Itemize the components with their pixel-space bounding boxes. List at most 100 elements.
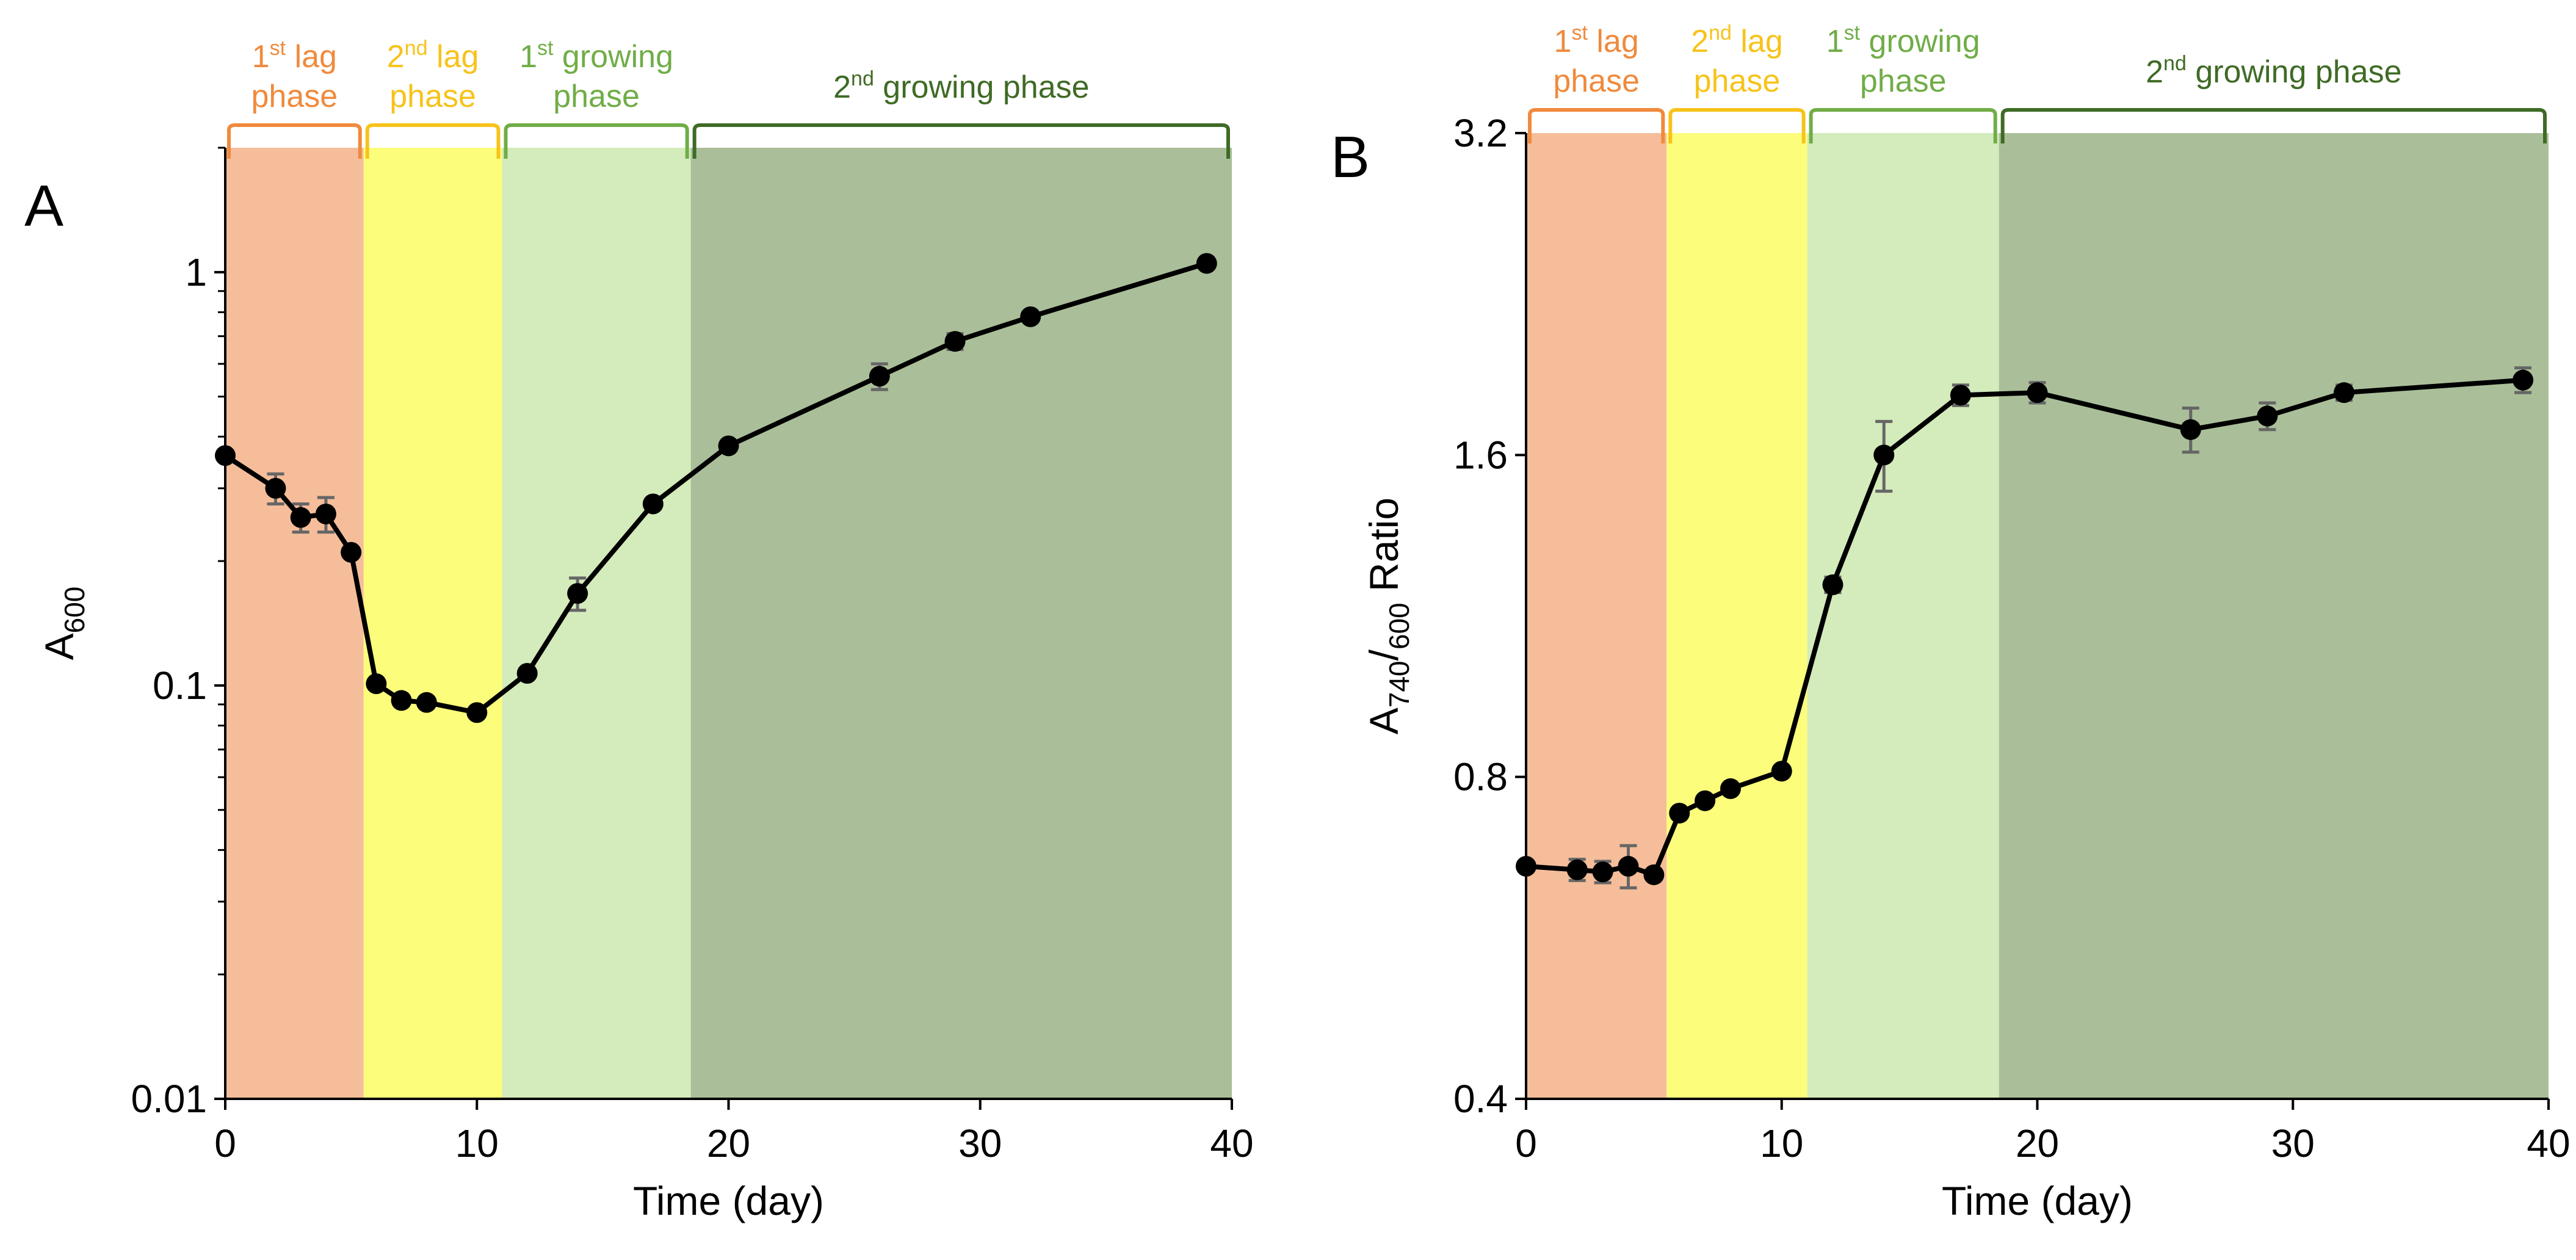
data-point: [215, 445, 236, 466]
x-tick-label: 20: [707, 1121, 750, 1165]
y-label-slash: /: [1361, 649, 1406, 661]
phase-label-sup: nd: [1709, 21, 1732, 45]
data-point: [1695, 790, 1716, 811]
phase-label-num: 2: [833, 70, 851, 105]
data-point: [2180, 419, 2201, 440]
data-point: [366, 673, 387, 694]
phase-label-text: growing: [553, 39, 673, 74]
data-point: [944, 331, 966, 352]
data-point: [642, 493, 664, 515]
data-point: [1566, 859, 1588, 880]
x-tick-label: 0: [1515, 1121, 1537, 1165]
y-label-tail: Ratio: [1361, 498, 1406, 603]
y-tick-label: 0.01: [131, 1077, 207, 1121]
data-point: [466, 702, 488, 723]
phase-label-text: lag: [1732, 24, 1783, 59]
x-tick-label: 30: [2271, 1121, 2315, 1165]
x-tick-label: 40: [2527, 1121, 2570, 1165]
phase-band: [363, 148, 502, 1099]
data-point: [2334, 382, 2354, 404]
phase-label: 1st lag: [1554, 21, 1639, 59]
phase-label-num: 2: [1691, 24, 1709, 59]
x-tick-label: 10: [455, 1121, 499, 1165]
data-point: [567, 583, 588, 604]
phase-bracket: [504, 123, 689, 159]
data-point: [290, 507, 311, 528]
data-point: [1592, 861, 1613, 883]
phase-label-num: 1: [252, 39, 270, 74]
phase-bracket: [1668, 108, 1806, 143]
phase-bracket: [1809, 108, 1997, 143]
phase-label: 2nd growing phase: [2146, 52, 2401, 90]
x-tick-label: 0: [214, 1121, 236, 1165]
data-point: [1516, 856, 1536, 877]
y-axis-label: A740/600 Ratio: [1361, 498, 1415, 734]
phase-label-sup: st: [1844, 21, 1861, 45]
phase-band: [1526, 133, 1667, 1099]
data-point: [718, 435, 739, 457]
data-point: [265, 477, 286, 499]
data-point: [1196, 253, 1217, 274]
y-tick-label: 1.6: [1453, 433, 1508, 477]
phase-bracket: [692, 123, 1230, 159]
phase-bracket: [227, 123, 362, 159]
phase-label-line2: phase: [389, 79, 476, 114]
phase-band: [225, 148, 364, 1099]
phase-label-sup: st: [1571, 21, 1588, 45]
data-point: [516, 663, 538, 684]
data-point: [391, 690, 412, 711]
y-tick-label: 0.1: [153, 664, 207, 708]
data-point: [2027, 382, 2048, 404]
y-label-base: A: [1361, 708, 1406, 734]
phase-label: 1st growing: [519, 37, 673, 74]
data-point: [2513, 369, 2534, 391]
phase-label: 1st growing: [1826, 21, 1980, 59]
phase-label-text: growing: [1860, 24, 1980, 59]
y-tick-label: 3.2: [1453, 111, 1508, 155]
y-label-sub2: 600: [1383, 603, 1415, 650]
data-point: [1822, 574, 1843, 595]
phase-bracket: [365, 123, 501, 159]
phase-band: [1999, 133, 2549, 1099]
phase-label-line2: phase: [553, 79, 640, 114]
phase-band: [1666, 133, 1807, 1099]
phase-label: 1st lag: [252, 37, 337, 74]
data-point: [869, 366, 890, 387]
phase-label-line2: phase: [1694, 63, 1781, 99]
phase-label-num: 1: [1826, 24, 1844, 59]
data-point: [1720, 778, 1741, 799]
panel-label: A: [24, 173, 63, 239]
x-tick-label: 40: [1210, 1121, 1253, 1165]
phase-bracket: [2000, 108, 2547, 143]
phase-label: 2nd growing phase: [833, 67, 1089, 105]
phase-label-line2: phase: [1553, 63, 1640, 99]
phase-band: [690, 148, 1232, 1099]
x-axis-label: Time (day): [633, 1178, 824, 1223]
x-tick-label: 10: [1760, 1121, 1803, 1165]
phase-label-sup: st: [537, 37, 554, 60]
phase-label-num: 1: [519, 39, 537, 74]
y-label-sub: 740: [1383, 661, 1415, 708]
y-tick-label: 1: [185, 250, 207, 294]
y-tick-label: 0.8: [1453, 755, 1508, 799]
data-point: [1643, 864, 1665, 885]
y-tick-label: 0.4: [1453, 1077, 1508, 1121]
data-point: [1618, 856, 1639, 877]
x-tick-label: 30: [958, 1121, 1002, 1165]
phase-label-line2: phase: [251, 79, 338, 114]
phase-label-num: 2: [387, 39, 405, 74]
phase-label-sup: nd: [851, 67, 874, 90]
x-axis-label: Time (day): [1942, 1178, 2133, 1223]
panel-label: B: [1331, 125, 1370, 190]
data-point: [1873, 444, 1895, 466]
data-point: [1950, 385, 1971, 406]
phase-label-sup: st: [270, 37, 286, 60]
phase-label-text: growing phase: [2187, 54, 2402, 90]
phase-label-num: 2: [2146, 54, 2163, 90]
data-point: [416, 692, 437, 713]
data-point: [315, 503, 336, 524]
phase-label-text: growing phase: [874, 70, 1090, 105]
phase-label-num: 1: [1554, 24, 1572, 59]
